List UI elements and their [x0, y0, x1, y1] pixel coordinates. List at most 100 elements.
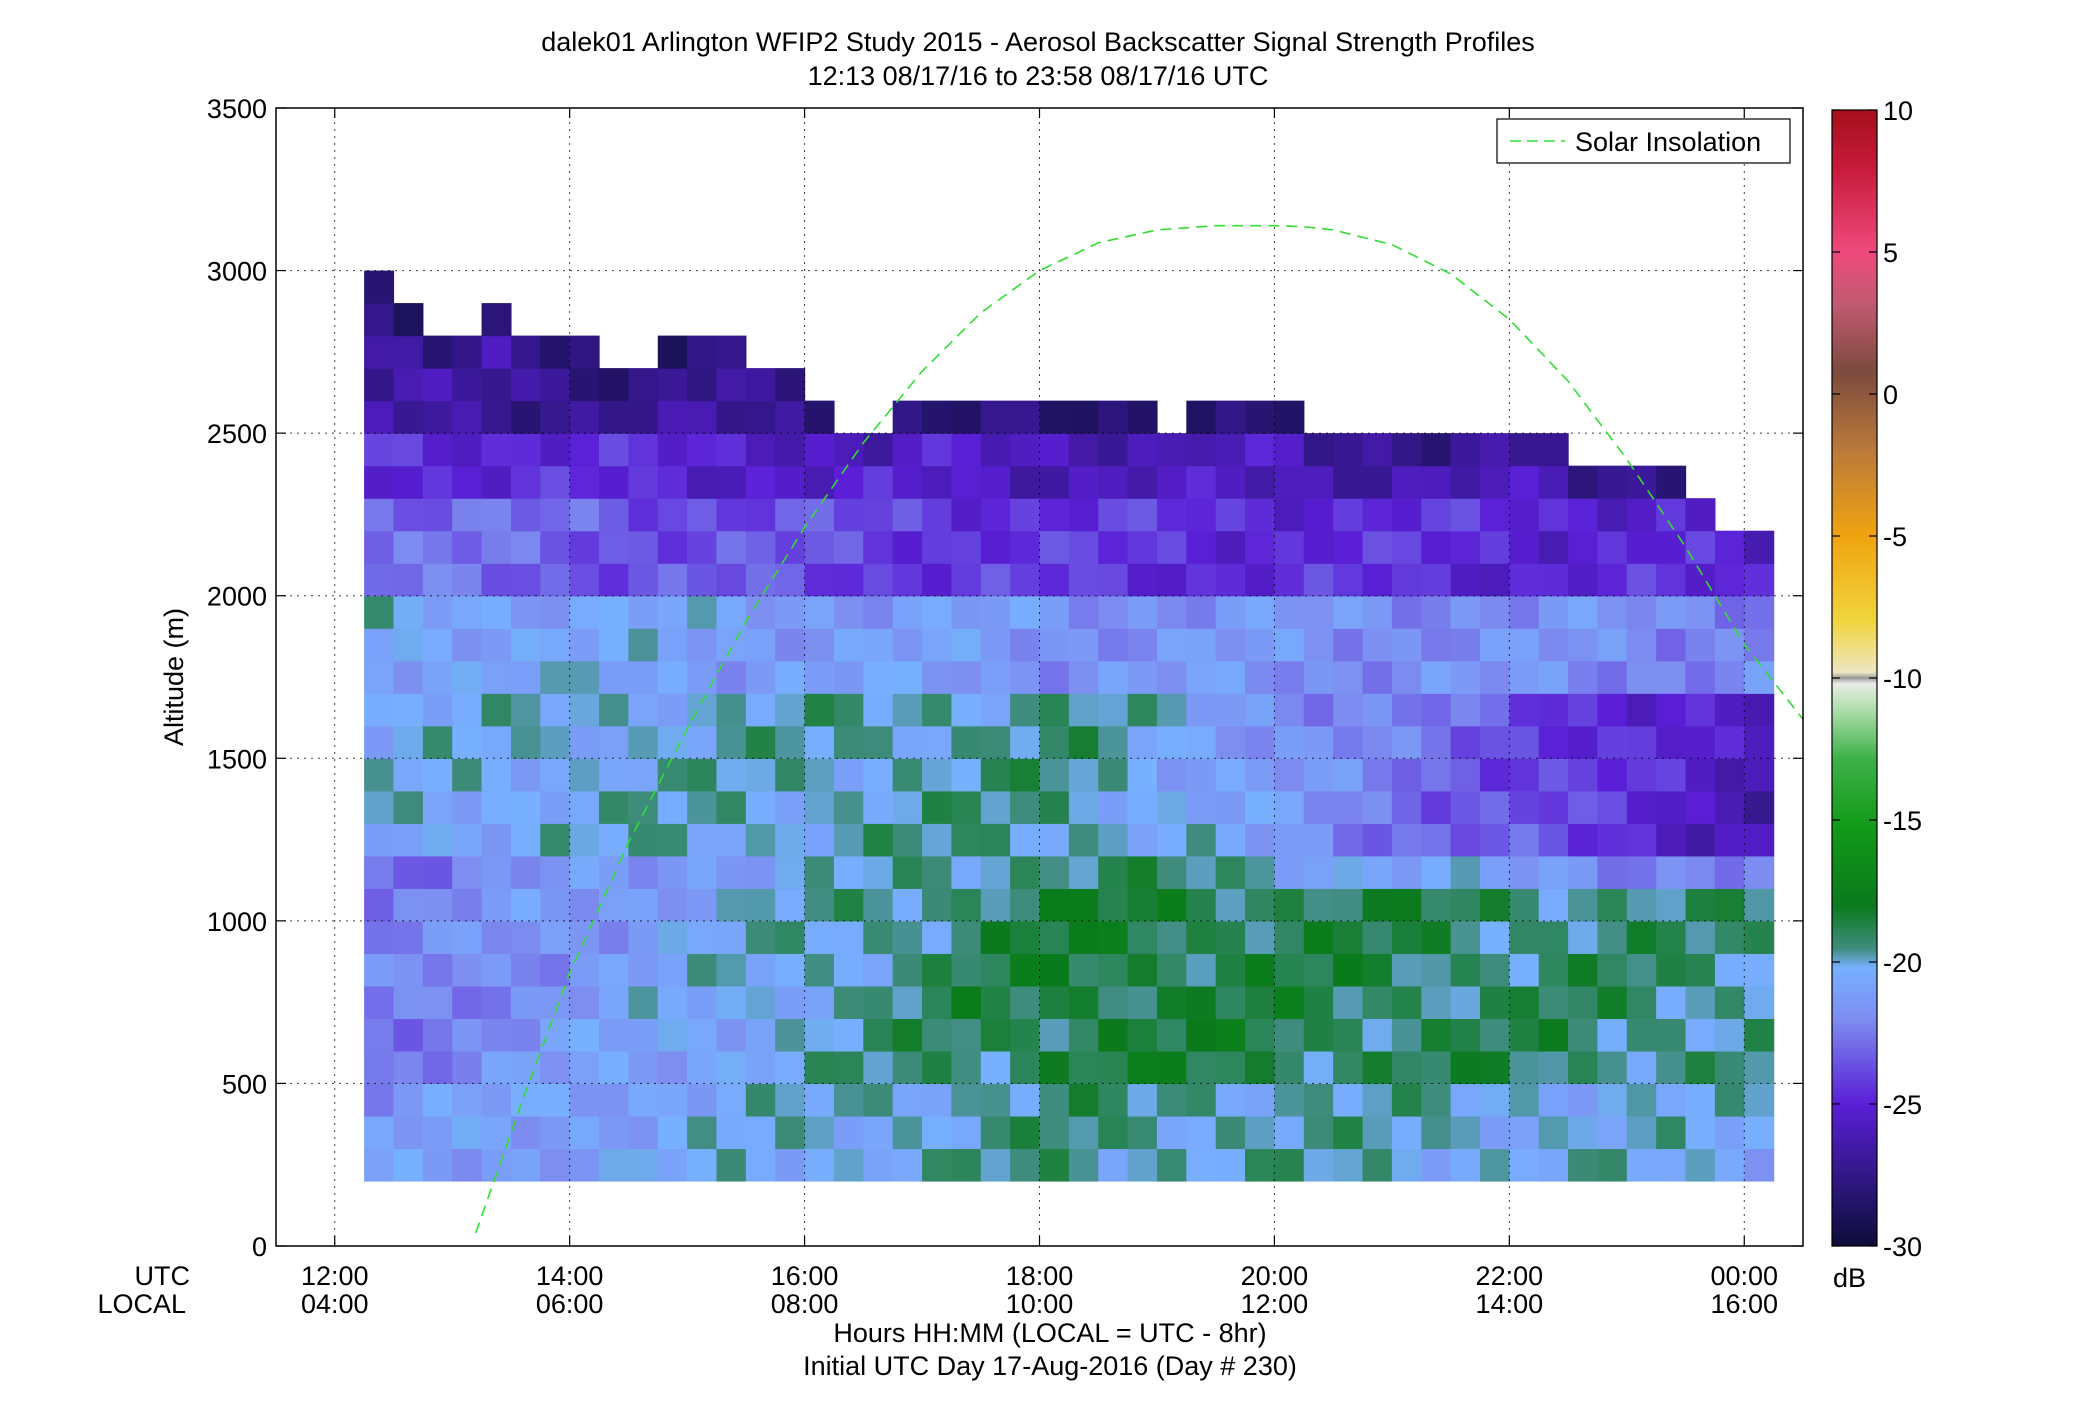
heatmap-cell — [1362, 758, 1393, 792]
heatmap-cell — [745, 758, 776, 792]
heatmap-cell — [833, 1115, 864, 1150]
heatmap-cell — [1303, 725, 1334, 759]
heatmap-cell — [510, 563, 541, 597]
heatmap-cell — [393, 985, 424, 1019]
heatmap-cell — [951, 1115, 982, 1150]
heatmap-cell — [1568, 530, 1599, 564]
heatmap-cell — [1421, 595, 1452, 629]
heatmap-cell — [540, 1050, 571, 1085]
heatmap-cell — [540, 758, 571, 792]
heatmap-cell — [1274, 790, 1305, 824]
heatmap-cell — [422, 595, 453, 629]
heatmap-cell — [1538, 985, 1569, 1019]
heatmap-cell — [1450, 758, 1481, 792]
heatmap-cell — [1186, 855, 1217, 889]
heatmap-cell — [1744, 595, 1775, 629]
heatmap-cell — [716, 498, 747, 532]
heatmap-cell — [452, 985, 483, 1019]
heatmap-cell — [1010, 628, 1041, 662]
heatmap-cell — [804, 725, 835, 759]
heatmap-cell — [1509, 498, 1540, 532]
heatmap-cell — [980, 823, 1011, 857]
heatmap-cell — [1568, 1050, 1599, 1085]
heatmap-cell — [1568, 758, 1599, 792]
heatmap-cell — [1362, 563, 1393, 597]
heatmap-cell — [1421, 1083, 1452, 1117]
heatmap-cell — [745, 953, 776, 987]
heatmap-cell — [804, 530, 835, 564]
heatmap-cell — [1479, 823, 1510, 857]
heatmap-cell — [1391, 530, 1422, 564]
heatmap-cell — [569, 758, 600, 792]
heatmap-cell — [422, 953, 453, 987]
heatmap-cell — [393, 888, 424, 922]
heatmap-cell — [1626, 953, 1657, 987]
heatmap-cell — [364, 400, 395, 434]
heatmap-cell — [1450, 1115, 1481, 1150]
heatmap-cell — [1156, 563, 1187, 597]
heatmap-cell — [1245, 498, 1276, 532]
heatmap-cell — [892, 855, 923, 889]
heatmap-cell — [1303, 1018, 1334, 1052]
heatmap-cell — [922, 1050, 953, 1085]
heatmap-cell — [422, 433, 453, 467]
heatmap-cell — [1068, 563, 1099, 597]
heatmap-cell — [892, 725, 923, 759]
heatmap-cell — [980, 790, 1011, 824]
heatmap-cell — [1274, 465, 1305, 499]
heatmap-cell — [569, 335, 600, 369]
heatmap-cell — [1274, 595, 1305, 629]
heatmap-cell — [1215, 888, 1246, 922]
heatmap-cell — [892, 498, 923, 532]
x-tick-label-local: 06:00 — [536, 1289, 604, 1319]
heatmap-cell — [1656, 920, 1687, 954]
heatmap-cell — [775, 888, 806, 922]
heatmap-cell — [833, 433, 864, 467]
heatmap-cell — [599, 530, 629, 564]
heatmap-cell — [1391, 1050, 1422, 1085]
heatmap-cell — [1303, 563, 1334, 597]
heatmap-cell — [628, 888, 659, 922]
heatmap-cell — [1685, 1050, 1716, 1085]
heatmap-cell — [393, 368, 424, 402]
heatmap-cell — [1538, 1148, 1569, 1182]
heatmap-cell — [1479, 725, 1510, 759]
heatmap-cell — [1098, 1083, 1129, 1117]
heatmap-cell — [540, 563, 571, 597]
heatmap-cell — [1479, 498, 1510, 532]
heatmap-cell — [1597, 725, 1628, 759]
heatmap-cell — [1098, 725, 1129, 759]
x-tick-label-utc: 14:00 — [536, 1261, 604, 1291]
heatmap-cell — [1186, 465, 1217, 499]
heatmap-cell — [422, 1083, 453, 1117]
heatmap-cell — [393, 920, 424, 954]
y-tick-label: 2500 — [207, 419, 267, 449]
heatmap-cell — [569, 498, 600, 532]
heatmap-cell — [1421, 628, 1452, 662]
heatmap-cell — [1127, 823, 1158, 857]
heatmap-cell — [657, 660, 688, 694]
heatmap-cell — [510, 985, 541, 1019]
heatmap-cell — [1039, 693, 1070, 727]
heatmap-cell — [1714, 563, 1745, 597]
heatmap-cell — [1450, 498, 1481, 532]
heatmap-cell — [980, 465, 1011, 499]
heatmap-cell — [1391, 985, 1422, 1019]
heatmap-cell — [1391, 758, 1422, 792]
heatmap-cell — [569, 790, 600, 824]
heatmap-cell — [1421, 985, 1452, 1019]
heatmap-cell — [1568, 888, 1599, 922]
heatmap-cell — [452, 855, 483, 889]
heatmap-cell — [599, 660, 629, 694]
heatmap-cell — [1597, 498, 1628, 532]
heatmap-cell — [1186, 953, 1217, 987]
heatmap-cell — [628, 498, 659, 532]
heatmap-cell — [1479, 693, 1510, 727]
heatmap-cell — [1098, 595, 1129, 629]
heatmap-cell — [716, 465, 747, 499]
heatmap-cell — [599, 953, 629, 987]
heatmap-cell — [569, 693, 600, 727]
heatmap-cell — [569, 400, 600, 434]
heatmap-cell — [657, 400, 688, 434]
heatmap-cell — [599, 888, 629, 922]
